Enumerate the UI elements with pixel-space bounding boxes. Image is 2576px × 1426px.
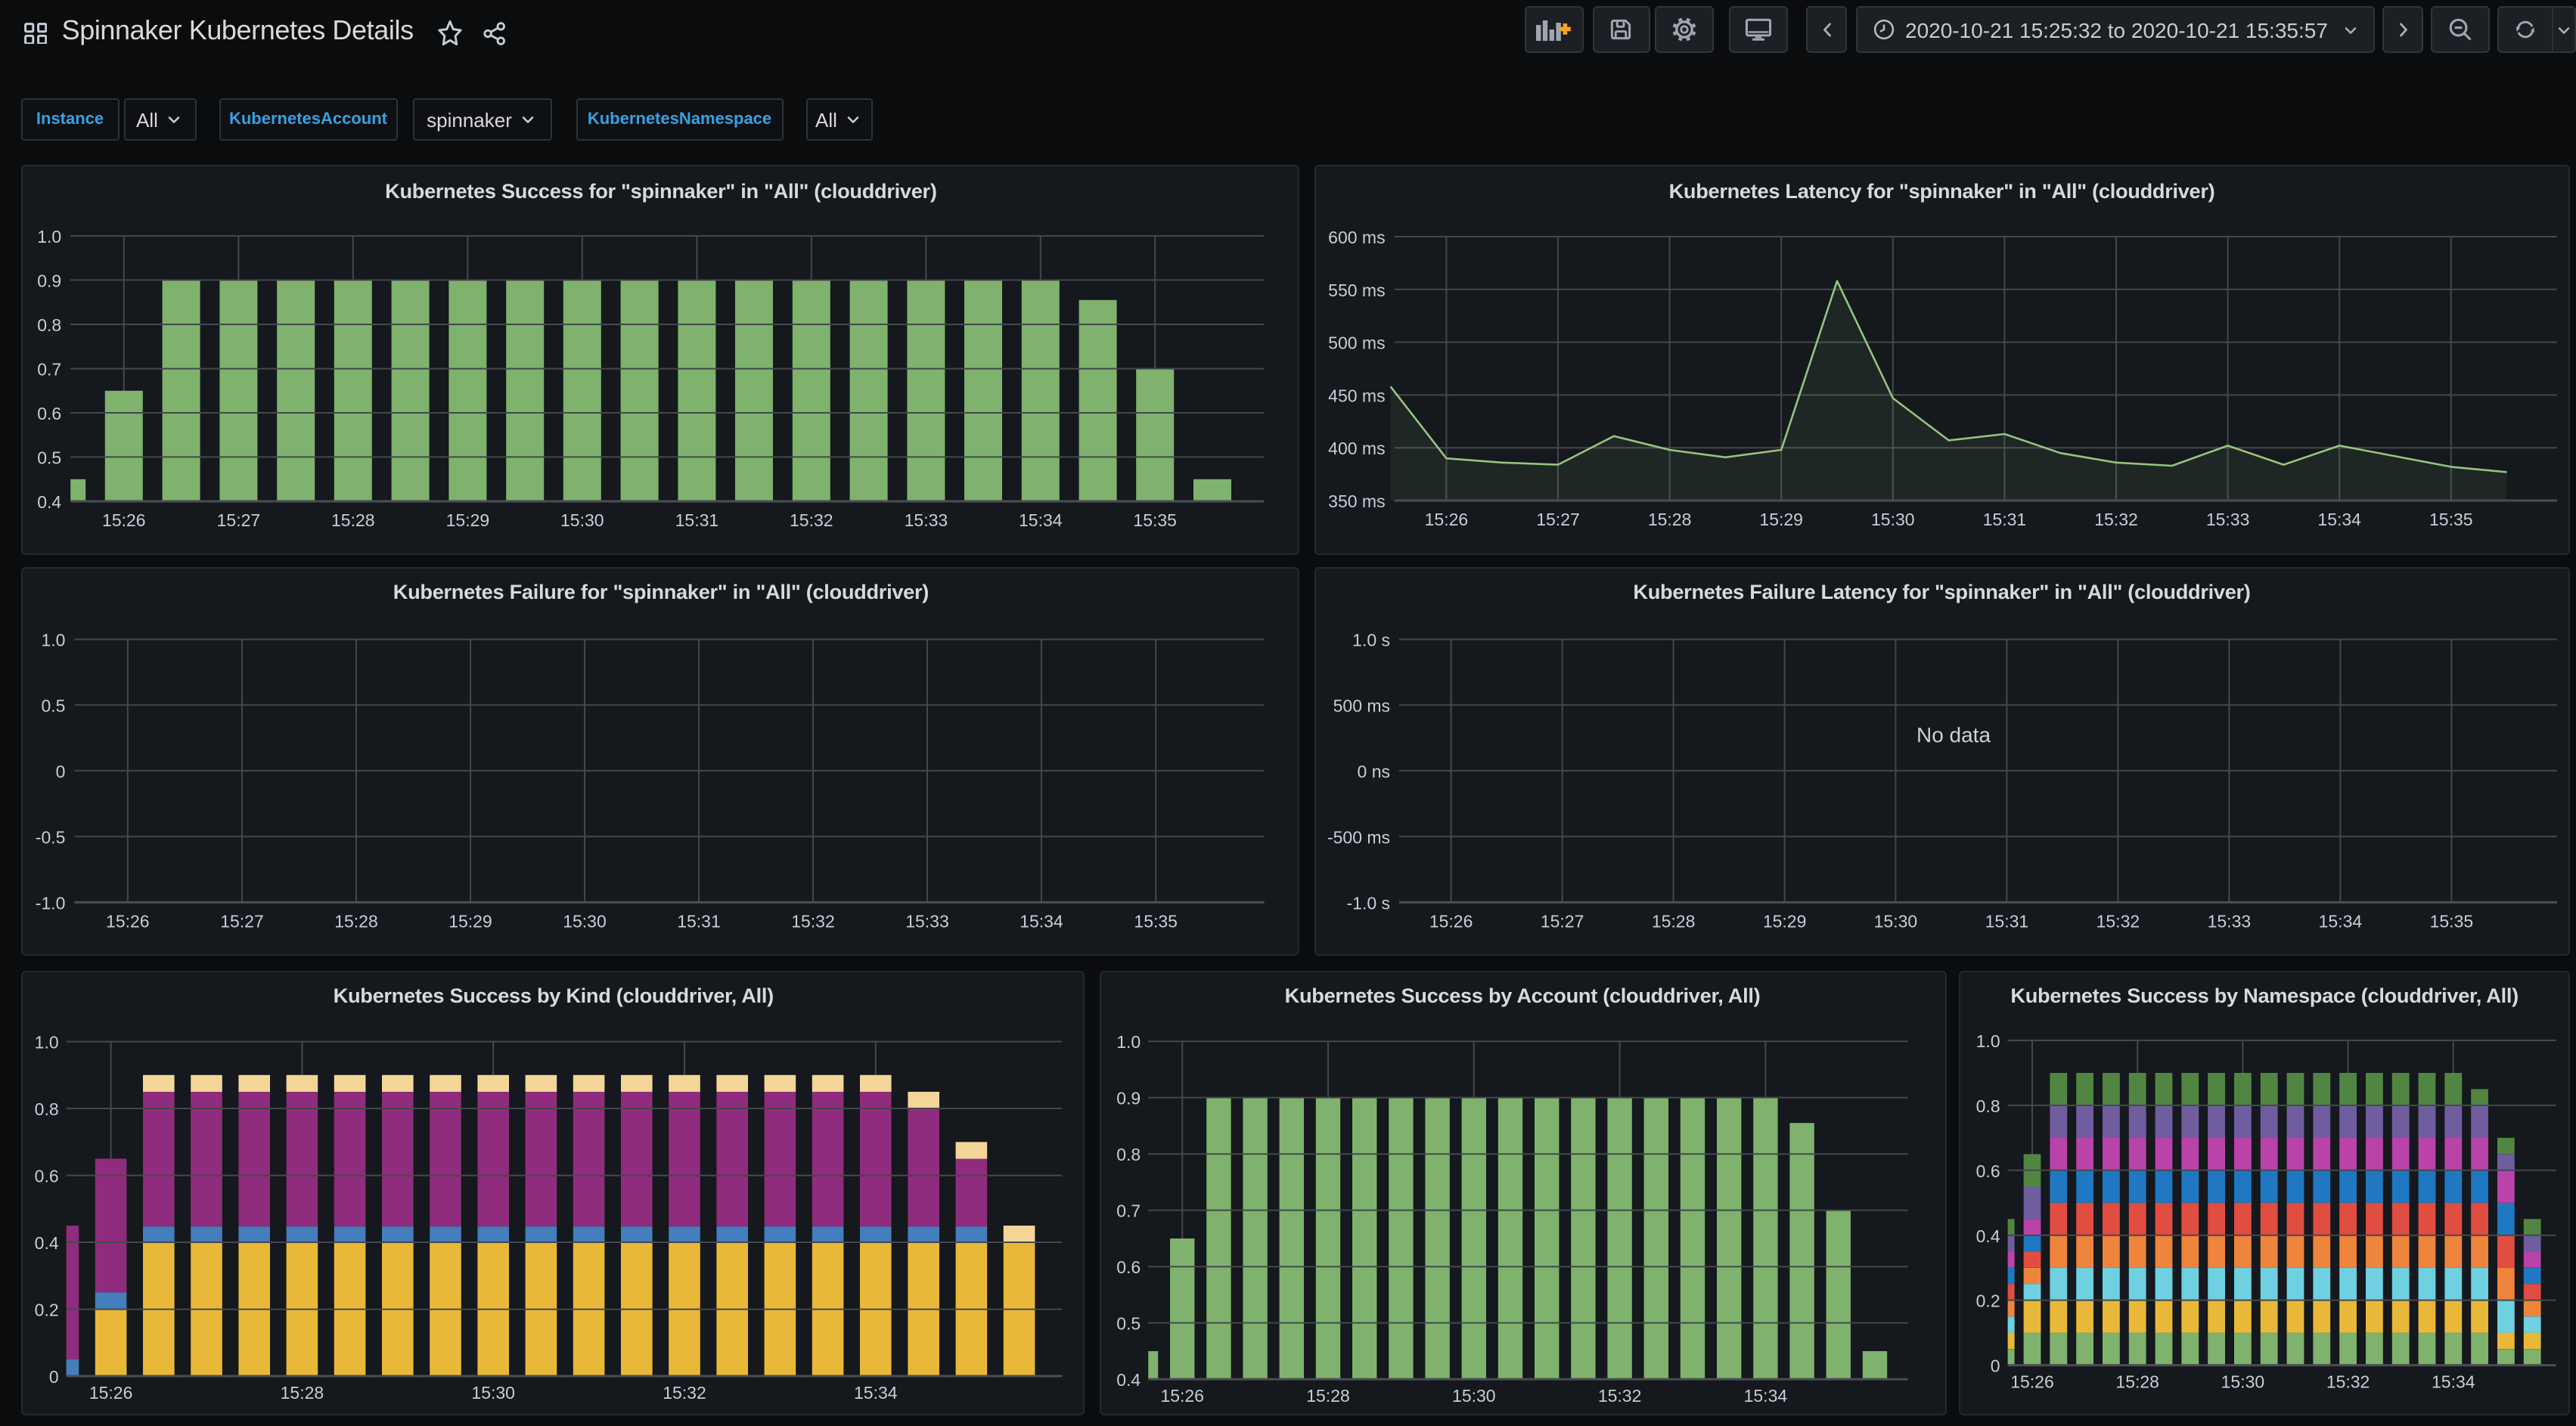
svg-text:15:30: 15:30 bbox=[472, 1382, 516, 1402]
svg-text:15:32: 15:32 bbox=[663, 1382, 707, 1402]
svg-text:-500 ms: -500 ms bbox=[1327, 827, 1389, 847]
svg-text:15:32: 15:32 bbox=[790, 510, 834, 530]
svg-text:0.4: 0.4 bbox=[1116, 1369, 1140, 1389]
svg-text:0.5: 0.5 bbox=[38, 448, 62, 467]
svg-text:15:29: 15:29 bbox=[449, 911, 493, 931]
svg-text:15:28: 15:28 bbox=[281, 1382, 324, 1402]
svg-text:15:28: 15:28 bbox=[335, 911, 379, 931]
svg-text:450 ms: 450 ms bbox=[1327, 386, 1384, 405]
svg-text:0.5: 0.5 bbox=[42, 696, 66, 715]
svg-text:15:31: 15:31 bbox=[1982, 510, 2026, 529]
svg-text:0.9: 0.9 bbox=[38, 271, 62, 290]
svg-text:15:31: 15:31 bbox=[678, 911, 722, 931]
svg-text:15:31: 15:31 bbox=[1985, 911, 2028, 931]
svg-text:15:33: 15:33 bbox=[906, 911, 950, 931]
svg-text:400 ms: 400 ms bbox=[1327, 439, 1384, 458]
svg-text:0: 0 bbox=[56, 761, 66, 781]
svg-text:15:26: 15:26 bbox=[1159, 1385, 1203, 1405]
svg-text:0: 0 bbox=[50, 1366, 60, 1386]
svg-text:0.8: 0.8 bbox=[38, 315, 62, 335]
svg-text:0.7: 0.7 bbox=[1116, 1201, 1140, 1220]
svg-text:15:28: 15:28 bbox=[332, 510, 376, 530]
svg-text:0.8: 0.8 bbox=[35, 1099, 59, 1118]
svg-text:15:30: 15:30 bbox=[1870, 510, 1914, 529]
svg-text:15:26: 15:26 bbox=[1429, 911, 1473, 931]
svg-text:15:31: 15:31 bbox=[675, 510, 719, 530]
svg-text:-1.0: -1.0 bbox=[36, 893, 67, 913]
svg-text:0.2: 0.2 bbox=[1976, 1291, 2000, 1310]
svg-text:15:27: 15:27 bbox=[221, 911, 265, 931]
svg-text:15:30: 15:30 bbox=[561, 510, 605, 530]
svg-text:15:32: 15:32 bbox=[2326, 1372, 2370, 1391]
svg-text:15:35: 15:35 bbox=[2429, 510, 2472, 529]
svg-text:15:28: 15:28 bbox=[2116, 1372, 2160, 1391]
svg-text:0.8: 0.8 bbox=[1976, 1096, 2000, 1115]
svg-text:15:26: 15:26 bbox=[103, 510, 147, 530]
svg-text:15:26: 15:26 bbox=[107, 911, 151, 931]
svg-text:No data: No data bbox=[1916, 723, 1990, 746]
svg-text:15:26: 15:26 bbox=[90, 1382, 134, 1402]
svg-text:15:34: 15:34 bbox=[1020, 510, 1063, 530]
svg-text:1.0: 1.0 bbox=[42, 630, 66, 649]
svg-text:500 ms: 500 ms bbox=[1327, 333, 1384, 353]
svg-text:15:34: 15:34 bbox=[1743, 1385, 1787, 1405]
svg-text:0.2: 0.2 bbox=[35, 1300, 59, 1319]
svg-text:15:28: 15:28 bbox=[1651, 911, 1695, 931]
svg-text:15:33: 15:33 bbox=[2205, 510, 2249, 529]
svg-text:600 ms: 600 ms bbox=[1327, 228, 1384, 247]
svg-text:15:29: 15:29 bbox=[1758, 510, 1802, 529]
svg-text:1.0 s: 1.0 s bbox=[1352, 630, 1389, 649]
svg-text:550 ms: 550 ms bbox=[1327, 281, 1384, 300]
svg-text:0.6: 0.6 bbox=[1976, 1161, 2000, 1180]
svg-text:1.0: 1.0 bbox=[1976, 1031, 2000, 1050]
svg-text:15:30: 15:30 bbox=[2221, 1372, 2265, 1391]
svg-text:15:32: 15:32 bbox=[2096, 911, 2140, 931]
svg-text:1.0: 1.0 bbox=[35, 1032, 59, 1052]
svg-text:0.5: 0.5 bbox=[1116, 1313, 1140, 1333]
svg-text:15:32: 15:32 bbox=[2093, 510, 2137, 529]
svg-text:15:34: 15:34 bbox=[2317, 510, 2360, 529]
svg-text:15:35: 15:35 bbox=[1134, 510, 1178, 530]
svg-text:350 ms: 350 ms bbox=[1327, 491, 1384, 511]
svg-text:15:28: 15:28 bbox=[1647, 510, 1691, 529]
svg-text:1.0: 1.0 bbox=[1116, 1031, 1140, 1051]
svg-text:0.6: 0.6 bbox=[1116, 1257, 1140, 1276]
svg-text:15:30: 15:30 bbox=[563, 911, 607, 931]
svg-text:0.4: 0.4 bbox=[38, 492, 62, 512]
svg-text:15:35: 15:35 bbox=[1134, 911, 1178, 931]
svg-text:15:27: 15:27 bbox=[217, 510, 261, 530]
svg-text:15:28: 15:28 bbox=[1305, 1385, 1349, 1405]
svg-text:-1.0 s: -1.0 s bbox=[1346, 893, 1389, 913]
svg-text:15:34: 15:34 bbox=[2432, 1372, 2475, 1391]
svg-text:15:33: 15:33 bbox=[2207, 911, 2251, 931]
svg-text:15:35: 15:35 bbox=[2429, 911, 2473, 931]
svg-text:15:29: 15:29 bbox=[1762, 911, 1806, 931]
svg-text:15:34: 15:34 bbox=[855, 1382, 898, 1402]
svg-text:15:27: 15:27 bbox=[1535, 510, 1579, 529]
svg-text:15:26: 15:26 bbox=[2011, 1372, 2055, 1391]
svg-text:0.6: 0.6 bbox=[38, 404, 62, 423]
svg-text:0.7: 0.7 bbox=[38, 360, 62, 380]
svg-text:0.4: 0.4 bbox=[35, 1232, 59, 1252]
svg-text:-0.5: -0.5 bbox=[36, 827, 67, 847]
svg-text:15:27: 15:27 bbox=[1540, 911, 1584, 931]
svg-text:15:30: 15:30 bbox=[1873, 911, 1917, 931]
svg-text:0.6: 0.6 bbox=[35, 1166, 59, 1186]
svg-text:500 ms: 500 ms bbox=[1333, 696, 1389, 715]
svg-text:0: 0 bbox=[1991, 1356, 2000, 1375]
svg-text:0 ns: 0 ns bbox=[1357, 761, 1389, 781]
svg-text:15:26: 15:26 bbox=[1424, 510, 1468, 529]
svg-text:0.4: 0.4 bbox=[1976, 1226, 2000, 1245]
svg-text:15:32: 15:32 bbox=[1597, 1385, 1641, 1405]
svg-text:15:34: 15:34 bbox=[2318, 911, 2362, 931]
svg-text:15:34: 15:34 bbox=[1020, 911, 1064, 931]
svg-text:15:30: 15:30 bbox=[1451, 1385, 1495, 1405]
svg-text:15:33: 15:33 bbox=[905, 510, 948, 530]
svg-text:0.8: 0.8 bbox=[1116, 1144, 1140, 1164]
svg-text:15:32: 15:32 bbox=[792, 911, 836, 931]
svg-text:1.0: 1.0 bbox=[38, 227, 62, 246]
svg-text:0.9: 0.9 bbox=[1116, 1088, 1140, 1108]
svg-text:15:29: 15:29 bbox=[446, 510, 490, 530]
